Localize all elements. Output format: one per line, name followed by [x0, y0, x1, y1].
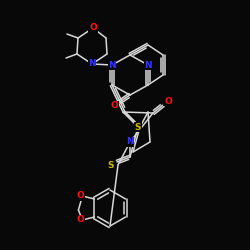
Text: O: O: [76, 192, 84, 200]
Text: O: O: [110, 102, 118, 110]
Text: N: N: [88, 60, 96, 68]
Text: S: S: [135, 122, 141, 132]
Text: N: N: [144, 60, 152, 70]
Text: O: O: [76, 216, 84, 224]
Text: O: O: [89, 24, 97, 32]
Text: S: S: [108, 160, 114, 170]
Text: N: N: [126, 138, 134, 146]
Text: N: N: [108, 60, 116, 70]
Text: O: O: [164, 96, 172, 106]
